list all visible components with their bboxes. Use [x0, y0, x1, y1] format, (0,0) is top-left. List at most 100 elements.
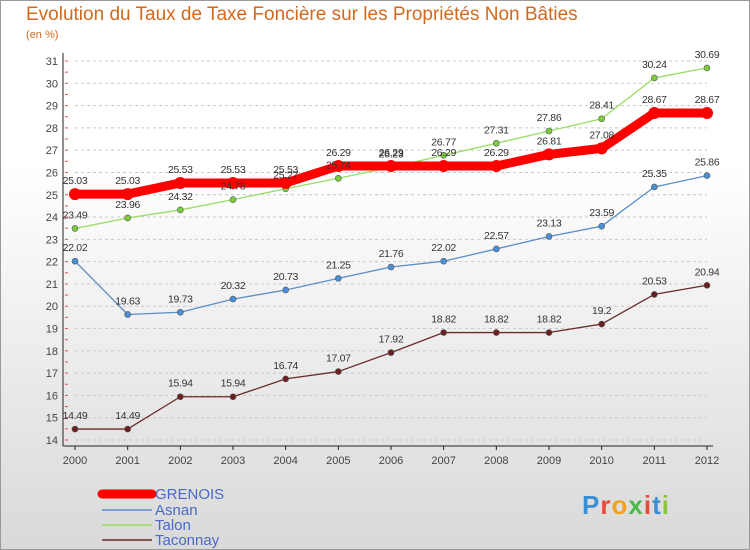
data-label-taconnay: 20.94	[695, 266, 720, 278]
data-label-asnan: 22.02	[63, 242, 88, 254]
data-point-grenois	[279, 176, 292, 189]
chart-title: Evolution du Taux de Taxe Foncière sur l…	[26, 4, 578, 25]
data-label-grenois: 26.29	[326, 147, 351, 159]
data-point-grenois	[227, 176, 239, 189]
data-point-talon	[440, 152, 447, 159]
data-label-grenois: 25.53	[273, 164, 298, 176]
data-label-asnan: 19.63	[115, 295, 140, 307]
data-label-taconnay: 14.49	[63, 410, 88, 422]
data-label-grenois: 27.08	[589, 129, 614, 141]
data-label-asnan: 22.02	[431, 242, 456, 254]
x-tick-label: 2009	[537, 455, 561, 467]
data-label-taconnay: 20.53	[642, 275, 667, 287]
data-label-asnan: 22.57	[484, 230, 509, 242]
data-label-taconnay: 16.74	[273, 360, 298, 372]
data-point-taconnay	[229, 393, 237, 401]
data-label-talon: 28.41	[589, 100, 614, 112]
data-point-taconnay	[440, 329, 447, 336]
data-point-taconnay	[124, 425, 131, 433]
y-tick-label: 17	[46, 368, 58, 380]
logo-letter: x	[628, 490, 644, 520]
data-label-grenois: 25.03	[63, 175, 88, 187]
x-tick-label: 2011	[643, 455, 667, 467]
data-label-asnan: 21.25	[326, 259, 351, 271]
data-point-grenois	[69, 188, 81, 201]
y-tick-label: 25	[46, 190, 58, 202]
y-tick-label: 15	[46, 413, 58, 425]
data-point-asnan	[335, 275, 342, 282]
data-label-talon: 30.69	[695, 49, 720, 61]
data-label-taconnay: 17.92	[379, 334, 404, 346]
data-label-grenois: 26.29	[484, 147, 509, 159]
x-tick-label: 2012	[695, 455, 719, 467]
logo-letter: i	[643, 490, 653, 520]
legend-label-talon: Talon	[155, 517, 191, 534]
y-tick-label: 29	[46, 101, 58, 113]
data-label-asnan: 20.73	[273, 271, 298, 283]
data-label-grenois: 26.29	[379, 147, 404, 159]
x-tick-label: 2007	[431, 455, 455, 467]
data-label-asnan: 19.73	[168, 293, 193, 305]
data-label-grenois: 26.81	[537, 135, 562, 147]
data-label-taconnay: 15.94	[221, 378, 246, 390]
y-tick-label: 31	[46, 56, 58, 68]
y-tick-label: 28	[46, 123, 58, 135]
y-tick-label: 18	[46, 346, 58, 358]
x-tick-label: 2000	[63, 455, 87, 467]
data-label-grenois: 28.67	[695, 94, 720, 106]
logo-letter: i	[661, 490, 670, 520]
y-tick-label: 24	[46, 212, 58, 224]
data-label-asnan: 21.76	[379, 248, 404, 260]
y-tick-label: 16	[46, 390, 58, 402]
data-label-taconnay: 18.82	[537, 314, 562, 326]
logo-letter: P	[582, 490, 601, 520]
data-label-talon: 25.74	[326, 159, 351, 171]
data-point-grenois	[385, 160, 397, 173]
data-label-grenois: 25.53	[168, 164, 193, 176]
data-label-taconnay: 19.2	[592, 305, 612, 317]
data-point-taconnay	[387, 349, 395, 356]
data-point-taconnay	[71, 425, 79, 433]
data-label-asnan: 23.59	[589, 207, 614, 219]
x-tick-label: 2002	[168, 455, 192, 467]
logo-letter: o	[611, 490, 629, 520]
data-point-taconnay	[335, 368, 342, 375]
legend-label-grenois: GRENOIS	[155, 486, 224, 503]
data-label-grenois: 25.53	[221, 164, 246, 176]
data-point-talon	[651, 74, 658, 82]
y-tick-label: 26	[46, 167, 58, 179]
data-label-asnan: 25.35	[642, 168, 667, 180]
data-label-talon: 30.24	[642, 59, 667, 71]
data-point-asnan	[703, 172, 711, 179]
logo-letter: r	[600, 490, 612, 520]
data-point-talon	[229, 196, 237, 203]
data-point-grenois	[648, 106, 661, 119]
data-point-talon	[545, 127, 553, 135]
data-label-taconnay: 17.07	[326, 353, 351, 365]
data-point-grenois	[437, 160, 450, 173]
data-label-talon: 26.23	[379, 148, 404, 160]
x-tick-label: 2006	[379, 455, 403, 467]
data-point-grenois	[543, 148, 555, 161]
data-point-grenois	[595, 142, 608, 155]
data-label-talon: 25.27	[273, 170, 298, 182]
data-point-taconnay	[493, 329, 500, 336]
y-tick-label: 14	[46, 435, 58, 447]
data-point-asnan	[651, 183, 658, 191]
data-point-grenois	[121, 188, 134, 201]
data-label-talon: 23.96	[115, 199, 140, 211]
data-label-talon: 23.49	[63, 209, 88, 221]
data-point-grenois	[174, 176, 187, 189]
data-label-asnan: 23.13	[537, 217, 562, 229]
y-tick-label: 19	[46, 324, 58, 336]
data-label-talon: 27.86	[537, 112, 562, 124]
y-tick-label: 21	[46, 279, 58, 291]
data-point-taconnay	[651, 291, 658, 298]
data-label-asnan: 25.86	[695, 157, 720, 169]
data-point-asnan	[545, 233, 553, 240]
logo-letter: t	[652, 490, 662, 520]
data-point-talon	[493, 139, 500, 147]
data-label-talon: 27.31	[484, 124, 509, 136]
